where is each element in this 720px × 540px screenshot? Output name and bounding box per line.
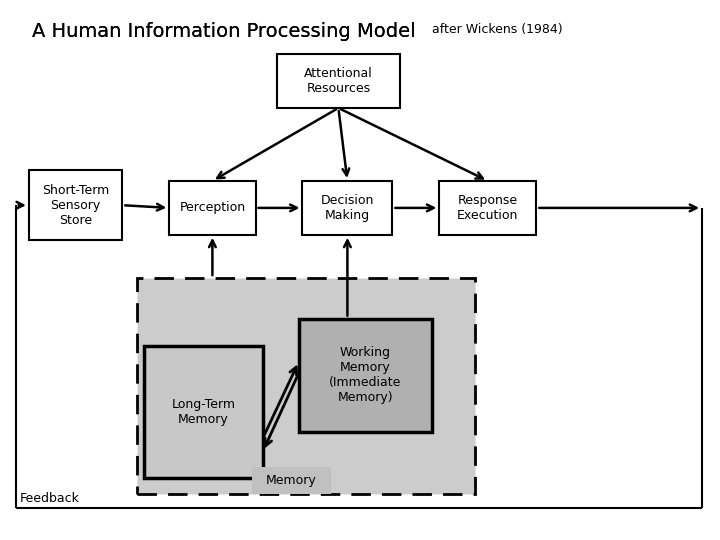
Bar: [439, 181, 536, 235]
Text: Response
Execution: Response Execution: [457, 194, 518, 222]
Text: A Human Information Processing Model after Wickens (1984): A Human Information Processing Model aft…: [32, 22, 626, 40]
Text: Feedback: Feedback: [19, 492, 79, 505]
Text: after Wickens (1984): after Wickens (1984): [432, 23, 562, 36]
Bar: [299, 319, 432, 432]
Text: Attentional
Resources: Attentional Resources: [304, 67, 373, 95]
Text: A Human Information Processing Model: A Human Information Processing Model: [32, 22, 416, 40]
Bar: [169, 181, 256, 235]
Text: Decision
Making: Decision Making: [320, 194, 374, 222]
Text: A Human Information Processing Model: A Human Information Processing Model: [32, 22, 416, 40]
Bar: [137, 278, 475, 494]
Bar: [277, 54, 400, 108]
Text: Perception: Perception: [179, 201, 246, 214]
Bar: [302, 181, 392, 235]
Bar: [252, 467, 331, 494]
Text: A Human Information Processing Model: A Human Information Processing Model: [32, 22, 416, 40]
Text: Short-Term
Sensory
Store: Short-Term Sensory Store: [42, 184, 109, 227]
Bar: [29, 170, 122, 240]
Text: Long-Term
Memory: Long-Term Memory: [171, 398, 235, 426]
Bar: [144, 346, 263, 478]
Text: Working
Memory
(Immediate
Memory): Working Memory (Immediate Memory): [329, 346, 402, 404]
Text: Memory: Memory: [266, 474, 317, 487]
